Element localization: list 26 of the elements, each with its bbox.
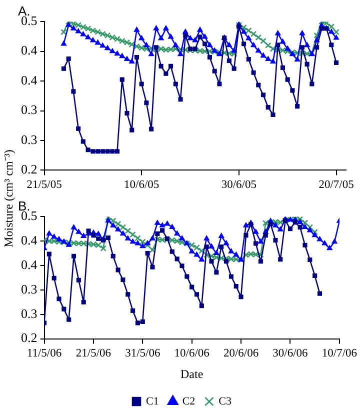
y-tick-label: 0.3: [21, 306, 38, 321]
x-tick-label: 21/5/06: [76, 348, 112, 360]
x-tick-label: 30/6/06: [272, 348, 308, 360]
x-tick-label: 30/6/05: [221, 179, 257, 192]
x-tick-label: 31/5/06: [125, 348, 160, 360]
x-tick-label: 10/7/06: [322, 348, 358, 360]
y-tick-label: 0.4: [21, 232, 38, 248]
x-tick-label: 21/5/05: [26, 179, 62, 192]
legend-label: C3: [218, 395, 232, 408]
legend-label: C2: [182, 395, 196, 408]
x-tick-label: 20/6/06: [223, 348, 259, 360]
legend-label: C1: [146, 395, 159, 408]
y-tick-label: 0.4: [21, 42, 38, 58]
y-tick-label: 0.3: [21, 102, 38, 118]
x-tick-label: 10/6/05: [124, 179, 160, 192]
x-axis-title: Date: [180, 366, 204, 381]
x-tick-label: 20/7/05: [318, 179, 354, 192]
x-tick-label: 10/6/06: [174, 348, 210, 360]
x-tick-label: 11/5/06: [26, 348, 62, 360]
y-axis-title: Moisture (cm³ cm⁻³): [0, 148, 16, 250]
y-tick-label: 0.3: [21, 281, 38, 296]
y-tick-label: 0.2: [21, 330, 38, 346]
y-tick-label: 0.4: [21, 256, 38, 272]
y-tick-label: 0.2: [21, 162, 38, 177]
y-tick-label: 0.3: [21, 132, 38, 147]
y-tick-label: 0.4: [21, 72, 38, 88]
